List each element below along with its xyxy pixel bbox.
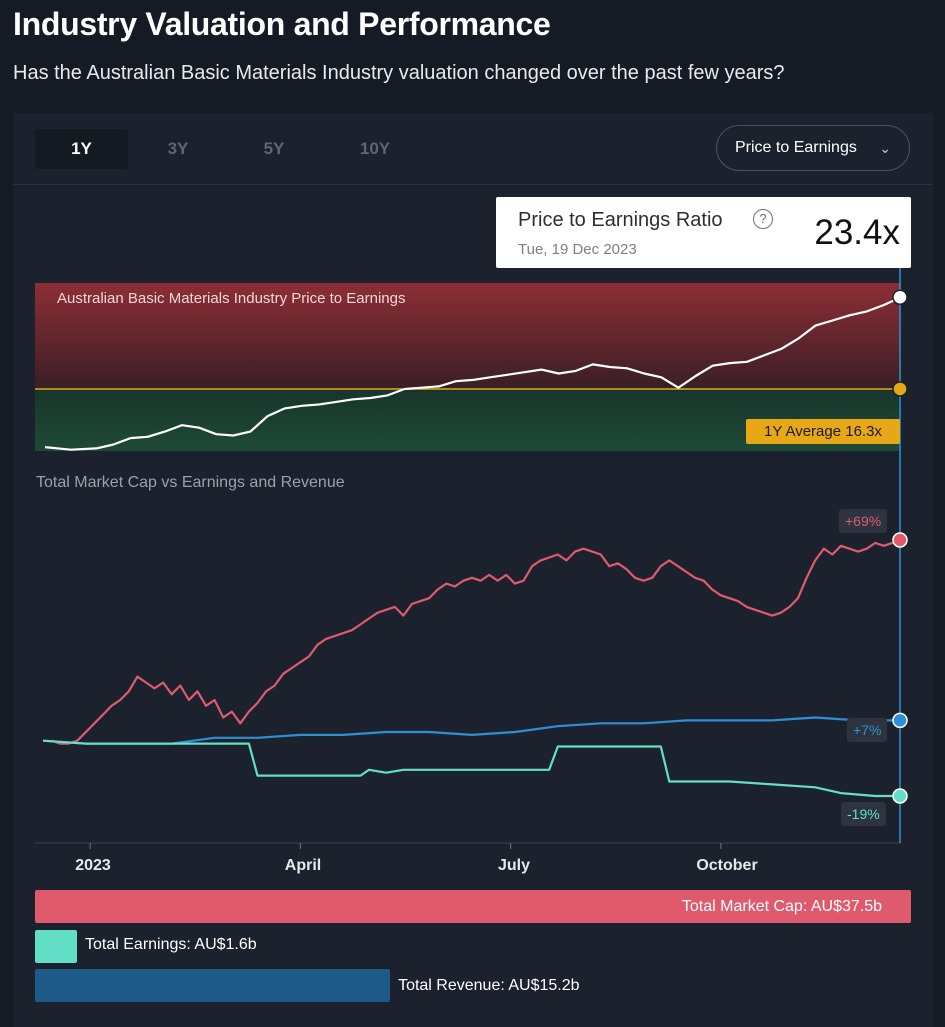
market-cap-bar-label: Total Market Cap: AU$37.5b — [681, 898, 882, 915]
metric-dropdown-value: Price to Earnings — [735, 139, 857, 156]
page-subtitle: Has the Australian Basic Materials Indus… — [13, 62, 785, 84]
earnings-bar-label: Total Earnings: AU$1.6b — [85, 936, 257, 953]
pe-average-point — [892, 381, 908, 397]
performance-chart-title: Total Market Cap vs Earnings and Revenue — [36, 474, 345, 491]
pe-current-point — [892, 289, 908, 305]
average-label: 1Y Average 16.3x — [746, 419, 900, 444]
tab-10y[interactable]: 10Y — [359, 139, 391, 158]
tooltip-value: 23.4x — [814, 213, 900, 252]
revenue-badge: +7% — [847, 718, 888, 742]
divider — [13, 184, 933, 185]
metric-dropdown[interactable]: Price to Earnings ⌄ — [716, 125, 910, 171]
market-cap-point — [892, 532, 908, 548]
earnings-point — [892, 788, 908, 804]
tooltip-label: Price to Earnings Ratio — [518, 209, 723, 231]
earnings-bar — [35, 930, 77, 963]
x-tick-label: July — [497, 857, 531, 874]
tooltip-date: Tue, 19 Dec 2023 — [518, 241, 637, 258]
x-tick-label: 2023 — [75, 857, 111, 874]
above-average-band — [35, 283, 901, 389]
market-cap-line — [51, 538, 902, 745]
tab-3y[interactable]: 3Y — [167, 139, 189, 158]
x-tick-label: October — [696, 857, 758, 874]
revenue-point — [892, 712, 908, 729]
chart-canvas — [35, 263, 908, 849]
chevron-down-icon: ⌄ — [879, 140, 891, 156]
earnings-badge: -19% — [841, 802, 886, 826]
pe-chart-title: Australian Basic Materials Industry Pric… — [57, 290, 406, 307]
pe-series-line — [44, 296, 902, 451]
tab-1y[interactable]: 1Y — [35, 129, 128, 169]
revenue-bar-label: Total Revenue: AU$15.2b — [398, 977, 580, 994]
revenue-bar — [35, 969, 391, 1002]
valuation-panel: 1Y 3Y 5Y 10Y Price to Earnings ⌄ Austral… — [13, 113, 933, 1027]
page-title: Industry Valuation and Performance — [13, 6, 551, 42]
tab-5y[interactable]: 5Y — [263, 139, 285, 158]
help-icon[interactable]: ? — [753, 209, 773, 229]
pe-tooltip: Price to Earnings Ratio ? Tue, 19 Dec 20… — [496, 197, 911, 268]
x-tick-label: April — [284, 857, 322, 874]
earnings-line — [42, 739, 901, 798]
revenue-line — [42, 716, 901, 745]
market-cap-badge: +69% — [839, 509, 888, 533]
market-cap-bar — [35, 890, 911, 923]
